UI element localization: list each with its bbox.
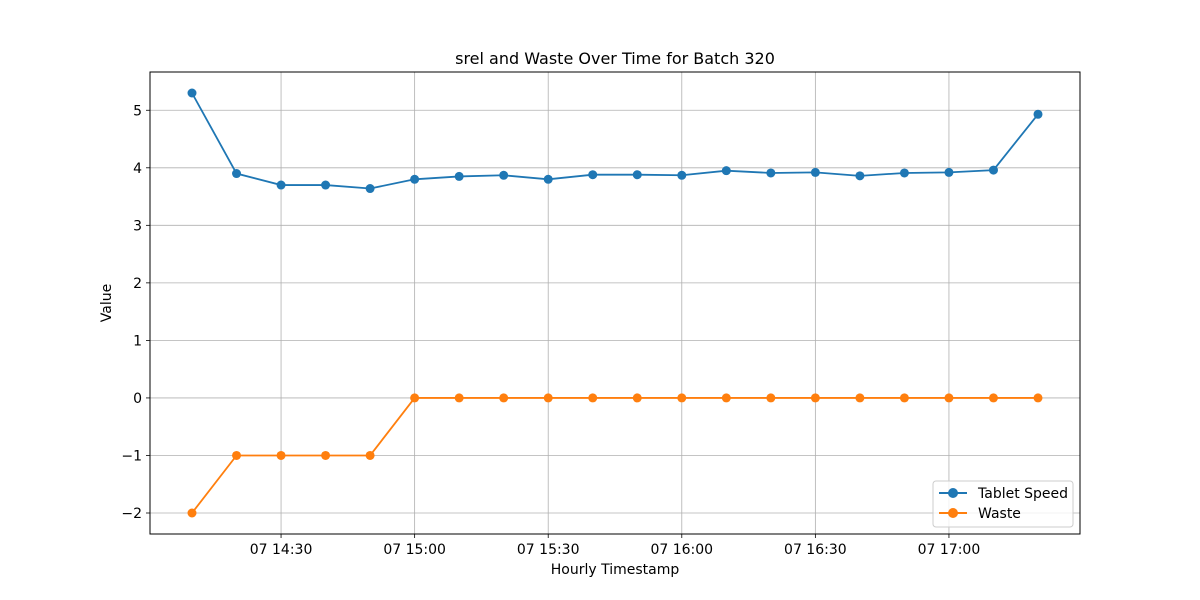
data-point-tablet-speed (899, 168, 909, 178)
x-tick-label: 07 14:30 (250, 542, 313, 558)
legend-label-tablet-speed: Tablet Speed (977, 486, 1068, 502)
legend-marker-tablet-speed (948, 488, 958, 498)
chart-title: srel and Waste Over Time for Batch 320 (455, 49, 775, 68)
data-point-tablet-speed (855, 171, 865, 181)
x-tick-label: 07 16:30 (784, 542, 847, 558)
data-point-waste (321, 450, 331, 460)
data-point-tablet-speed (276, 180, 286, 190)
data-point-waste (187, 508, 197, 518)
data-point-waste (766, 393, 776, 403)
data-point-waste (944, 393, 954, 403)
x-tick-label: 07 16:00 (650, 542, 713, 558)
x-axis-title: Hourly Timestamp (551, 562, 680, 578)
y-tick-label: 2 (133, 276, 142, 292)
data-point-tablet-speed (632, 170, 642, 180)
data-point-waste (988, 393, 998, 403)
data-point-waste (232, 450, 242, 460)
x-tick-label: 07 17:00 (918, 542, 981, 558)
data-point-tablet-speed (499, 170, 509, 180)
data-point-tablet-speed (721, 166, 731, 176)
data-point-tablet-speed (677, 170, 687, 180)
data-point-waste (721, 393, 731, 403)
y-tick-label: 1 (133, 333, 142, 349)
data-point-waste (855, 393, 865, 403)
series-line-tablet-speed (191, 92, 1039, 190)
x-tick-label: 07 15:00 (383, 542, 446, 558)
data-point-waste (454, 393, 464, 403)
y-tick-label: 4 (133, 161, 142, 177)
y-tick-label: −1 (121, 448, 142, 464)
y-tick-label: −2 (121, 506, 142, 522)
y-tick-label: 0 (133, 391, 142, 407)
data-point-waste (543, 393, 553, 403)
x-axis: 07 14:30 07 15:00 07 15:30 07 16:00 07 16:30… (250, 534, 981, 558)
legend-box (932, 480, 1074, 528)
y-tick-label: 3 (133, 218, 142, 234)
data-point-tablet-speed (1033, 109, 1043, 119)
data-point-tablet-speed (187, 88, 197, 98)
data-point-waste (365, 450, 375, 460)
data-point-waste (499, 393, 509, 403)
legend-marker-waste (948, 508, 958, 518)
data-point-tablet-speed (588, 170, 598, 180)
x-tick-label: 07 15:30 (517, 542, 580, 558)
data-point-waste (899, 393, 909, 403)
data-point-waste (588, 393, 598, 403)
data-point-waste (677, 393, 687, 403)
data-point-tablet-speed (232, 169, 242, 179)
data-point-waste (810, 393, 820, 403)
y-axis-title: Value (99, 284, 115, 322)
data-point-waste (410, 393, 420, 403)
plot-frame (149, 71, 1081, 535)
data-point-tablet-speed (321, 180, 331, 190)
series-line-waste (191, 397, 1038, 514)
y-axis: −2 −1 0 1 2 3 4 5 (121, 103, 150, 522)
data-point-tablet-speed (944, 167, 954, 177)
y-tick-label: 5 (133, 103, 142, 119)
data-point-tablet-speed (543, 174, 553, 184)
data-point-waste (276, 450, 286, 460)
data-point-tablet-speed (988, 165, 998, 175)
legend: Tablet Speed Waste (932, 480, 1074, 528)
data-point-tablet-speed (454, 171, 464, 181)
data-point-tablet-speed (365, 184, 375, 194)
series-layer (187, 88, 1043, 518)
data-point-tablet-speed (410, 174, 420, 184)
data-point-tablet-speed (810, 167, 820, 177)
data-point-waste (1033, 393, 1043, 403)
data-point-tablet-speed (766, 168, 776, 178)
legend-label-waste: Waste (978, 506, 1021, 522)
data-point-waste (632, 393, 642, 403)
